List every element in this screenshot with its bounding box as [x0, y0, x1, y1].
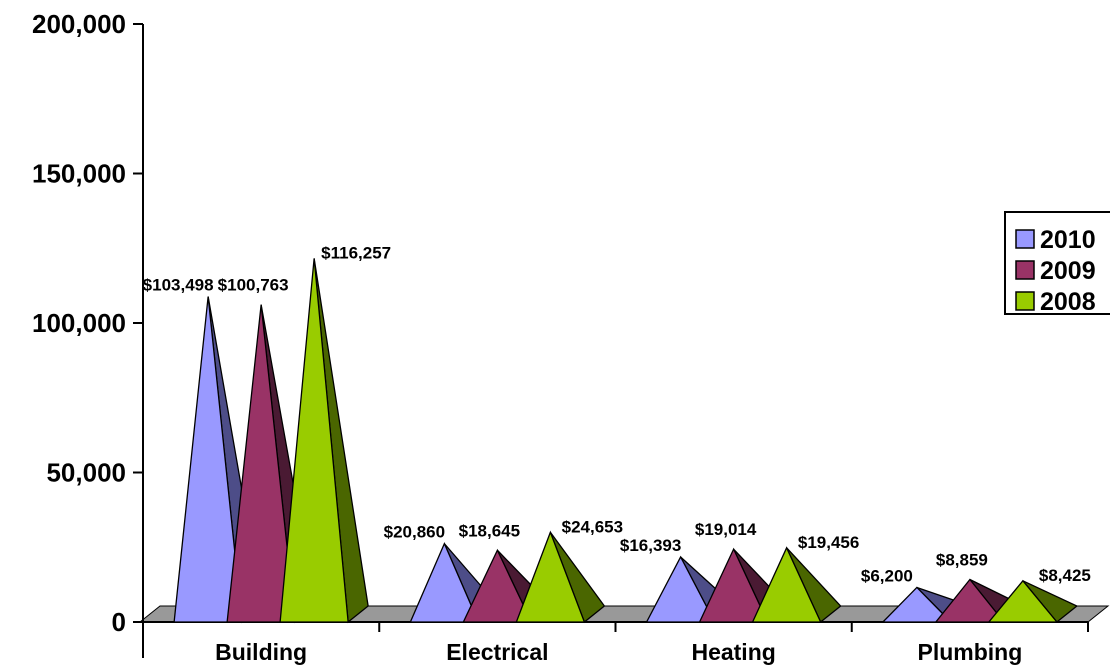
x-category-label: Building: [215, 639, 307, 665]
bar-2008-electrical: [515, 530, 606, 624]
x-category-label: Electrical: [446, 639, 548, 665]
legend-label: 2010: [1040, 226, 1096, 254]
bar-front-face: [987, 579, 1059, 623]
data-label: $8,425: [1039, 566, 1091, 585]
bar-front-face: [751, 546, 822, 623]
bar-2008-plumbing: [987, 579, 1079, 623]
data-label: $18,645: [459, 521, 520, 540]
bar-front-face: [934, 578, 1006, 623]
data-label: $8,859: [936, 551, 988, 570]
data-label: $19,014: [695, 520, 757, 539]
data-labels: $103,498 $100,763 $116,257 $20,860 $18,645 $2…: [143, 243, 1091, 585]
bar-front-face: [698, 547, 769, 623]
data-label: $100,763: [218, 276, 289, 295]
legend: 2010 2009 2008: [1004, 211, 1110, 316]
y-axis-ticks: 0 50,000 100,000 150,000 200,000: [32, 9, 143, 637]
data-label: $6,200: [861, 566, 913, 585]
bar-front-face: [645, 555, 716, 623]
data-label: $20,860: [384, 523, 445, 542]
bar-front-face: [881, 586, 953, 623]
y-tick-label: 50,000: [46, 458, 126, 488]
x-category-label: Heating: [691, 639, 775, 665]
y-tick-label: 100,000: [32, 308, 126, 338]
data-label: $103,498: [143, 276, 214, 295]
bar-2008-building: [279, 258, 369, 624]
x-category-label: Plumbing: [917, 639, 1022, 665]
y-tick-label: 200,000: [32, 9, 126, 39]
data-label: $116,257: [321, 243, 391, 262]
bar-front-face: [515, 530, 586, 623]
y-tick-label: 150,000: [32, 159, 126, 189]
data-label: $24,653: [562, 517, 623, 536]
legend-swatch: [1015, 260, 1035, 280]
bar-front-face: [173, 296, 243, 623]
legend-swatch: [1015, 229, 1035, 249]
bar-front-face: [226, 304, 296, 623]
bar-front-face: [409, 541, 480, 623]
y-tick-label: 0: [112, 607, 126, 637]
bar-2008-heating: [751, 546, 842, 624]
data-label: $16,393: [620, 536, 681, 555]
legend-label: 2009: [1040, 257, 1096, 285]
legend-swatch: [1015, 291, 1035, 311]
x-axis-categories: Building Electrical Heating Plumbing: [140, 621, 1089, 665]
bar-front-face: [279, 258, 349, 623]
bar-front-face: [462, 548, 533, 623]
chart-bars: [173, 258, 1079, 624]
data-label: $19,456: [798, 533, 859, 552]
legend-label: 2008: [1040, 288, 1096, 316]
